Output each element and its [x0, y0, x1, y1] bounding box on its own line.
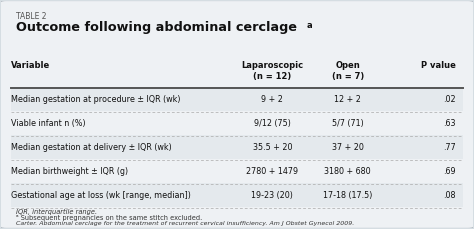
Text: 5/7 (71): 5/7 (71): [332, 120, 364, 128]
Text: TABLE 2: TABLE 2: [16, 12, 46, 21]
Bar: [11, 135, 463, 159]
Text: a: a: [307, 21, 312, 30]
Text: 19-23 (20): 19-23 (20): [251, 191, 293, 200]
Text: 37 + 20: 37 + 20: [332, 143, 364, 153]
Text: 9/12 (75): 9/12 (75): [254, 120, 291, 128]
Text: .02: .02: [444, 95, 456, 104]
Text: .77: .77: [443, 143, 456, 153]
Text: IQR, interquartile range.: IQR, interquartile range.: [16, 209, 97, 215]
Text: Median gestation at procedure ± IQR (wk): Median gestation at procedure ± IQR (wk): [11, 95, 180, 104]
Text: ᵃ Subsequent pregnancies on the same stitch excluded.: ᵃ Subsequent pregnancies on the same sti…: [16, 215, 202, 221]
Bar: [11, 183, 463, 207]
Text: Laparoscopic: Laparoscopic: [241, 61, 303, 70]
Text: Median gestation at delivery ± IQR (wk): Median gestation at delivery ± IQR (wk): [11, 143, 172, 153]
Text: Open: Open: [336, 61, 360, 70]
Text: 12 + 2: 12 + 2: [334, 95, 361, 104]
Text: 3180 + 680: 3180 + 680: [324, 167, 371, 176]
Text: Carter. Abdominal cerclage for the treatment of recurrent cervical insufficiency: Carter. Abdominal cerclage for the treat…: [16, 221, 354, 226]
Text: P value: P value: [421, 61, 456, 70]
Text: Outcome following abdominal cerclage: Outcome following abdominal cerclage: [16, 21, 297, 34]
Text: .08: .08: [444, 191, 456, 200]
Text: Gestational age at loss (wk [range, median]): Gestational age at loss (wk [range, medi…: [11, 191, 191, 200]
Text: 35.5 + 20: 35.5 + 20: [253, 143, 292, 153]
Text: .69: .69: [444, 167, 456, 176]
Text: 2780 + 1479: 2780 + 1479: [246, 167, 299, 176]
Text: Median birthweight ± IQR (g): Median birthweight ± IQR (g): [11, 167, 128, 176]
Bar: [11, 87, 463, 111]
Text: 9 + 2: 9 + 2: [261, 95, 283, 104]
Text: 17-18 (17.5): 17-18 (17.5): [323, 191, 373, 200]
Text: Viable infant n (%): Viable infant n (%): [11, 120, 85, 128]
Text: (n = 7): (n = 7): [332, 72, 364, 81]
Text: .63: .63: [444, 120, 456, 128]
Text: Variable: Variable: [11, 61, 50, 70]
Text: (n = 12): (n = 12): [253, 72, 292, 81]
